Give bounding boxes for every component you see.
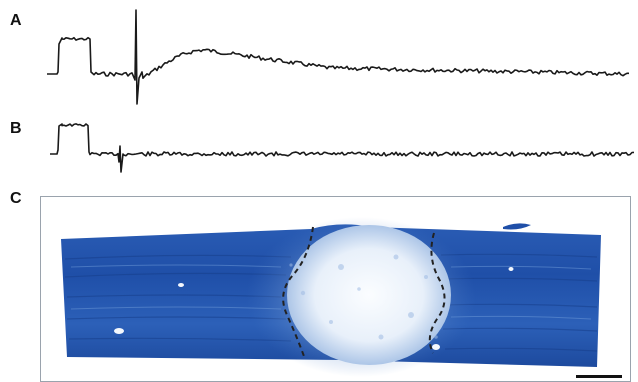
trace-b-line xyxy=(50,123,635,173)
scale-bar xyxy=(576,375,622,378)
lesion-core xyxy=(287,225,451,365)
spinal-cord-section-image xyxy=(40,196,631,382)
tissue-fragment xyxy=(503,223,531,230)
spinal-cord-section-svg xyxy=(61,217,622,378)
panel-label-b: B xyxy=(10,120,22,137)
lesion-border-left xyxy=(282,226,314,360)
evoked-potential-trace-b xyxy=(50,123,635,173)
evoked-potential-trace-a xyxy=(47,9,629,105)
lesion-border-right xyxy=(428,232,446,354)
lesion-texture xyxy=(289,254,438,340)
vacuoles xyxy=(114,267,514,350)
panel-label-a: A xyxy=(10,12,22,29)
panel-label-c: C xyxy=(10,190,22,207)
trace-a-line xyxy=(47,9,629,105)
